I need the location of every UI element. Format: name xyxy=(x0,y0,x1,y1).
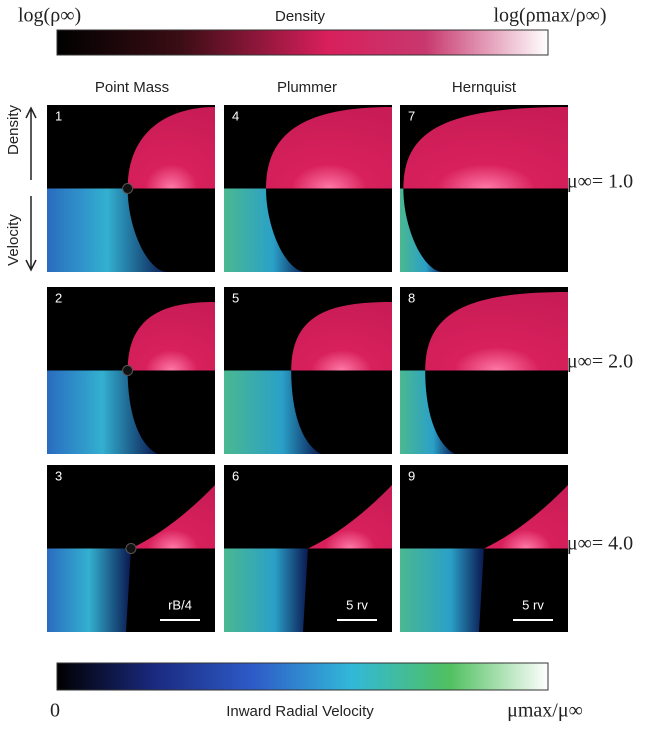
point-mass xyxy=(122,365,134,376)
panel-number: 6 xyxy=(232,468,239,483)
density-region xyxy=(484,485,568,549)
density-region xyxy=(403,107,568,189)
density-region xyxy=(425,292,568,371)
panel-number: 2 xyxy=(55,290,62,305)
column-title: Hernquist xyxy=(452,79,517,96)
velocity-colorbar xyxy=(56,662,549,691)
panel-number: 1 xyxy=(55,108,62,123)
row-label: μ∞= 1.0 xyxy=(567,171,633,193)
side-arrows xyxy=(25,106,37,272)
density-colorbar xyxy=(56,29,549,56)
panel-number: 3 xyxy=(55,468,62,483)
side-label: Density xyxy=(5,104,22,155)
velocity-region xyxy=(400,188,444,272)
scale-bar-label: 5 rv xyxy=(346,597,368,612)
column-title: Plummer xyxy=(277,79,337,96)
panel-number: 4 xyxy=(232,108,239,123)
point-mass xyxy=(125,543,137,554)
scale-bar-label: 5 rv xyxy=(522,597,544,612)
velocity-title: Inward Radial Velocity xyxy=(226,703,374,720)
velocity-region xyxy=(400,370,456,454)
panel-number: 8 xyxy=(408,290,415,305)
row-label: μ∞= 2.0 xyxy=(567,351,633,373)
velocity-region xyxy=(47,548,131,632)
velocity-min-label: 0 xyxy=(50,700,60,722)
point-mass xyxy=(122,183,134,194)
density-region xyxy=(291,302,392,371)
panel-number: 9 xyxy=(408,468,415,483)
velocity-region xyxy=(224,548,308,632)
velocity-region xyxy=(47,188,168,272)
column-title: Point Mass xyxy=(95,79,169,96)
panel-number: 5 xyxy=(232,290,239,305)
velocity-region xyxy=(47,370,158,454)
density-min-label: log(ρ∞) xyxy=(18,5,81,27)
density-region xyxy=(266,107,392,189)
velocity-region xyxy=(224,370,322,454)
velocity-max-label: μmax/μ∞ xyxy=(507,700,583,722)
density-region xyxy=(308,485,392,549)
scale-bar-label: rB/4 xyxy=(168,597,192,612)
panel-number: 7 xyxy=(408,108,415,123)
velocity-region xyxy=(400,548,484,632)
density-max-label: log(ρmax/ρ∞) xyxy=(493,5,606,27)
density-title: Density xyxy=(275,8,326,25)
density-region xyxy=(131,485,215,549)
row-label: μ∞= 4.0 xyxy=(567,533,633,555)
panels: 1 4 7 2 5 8 3 rB/4 6 5 rv 9 5 rv xyxy=(47,105,568,632)
density-region xyxy=(127,302,215,371)
side-label: Velocity xyxy=(5,214,22,266)
velocity-region xyxy=(224,188,306,272)
density-region xyxy=(127,107,215,189)
